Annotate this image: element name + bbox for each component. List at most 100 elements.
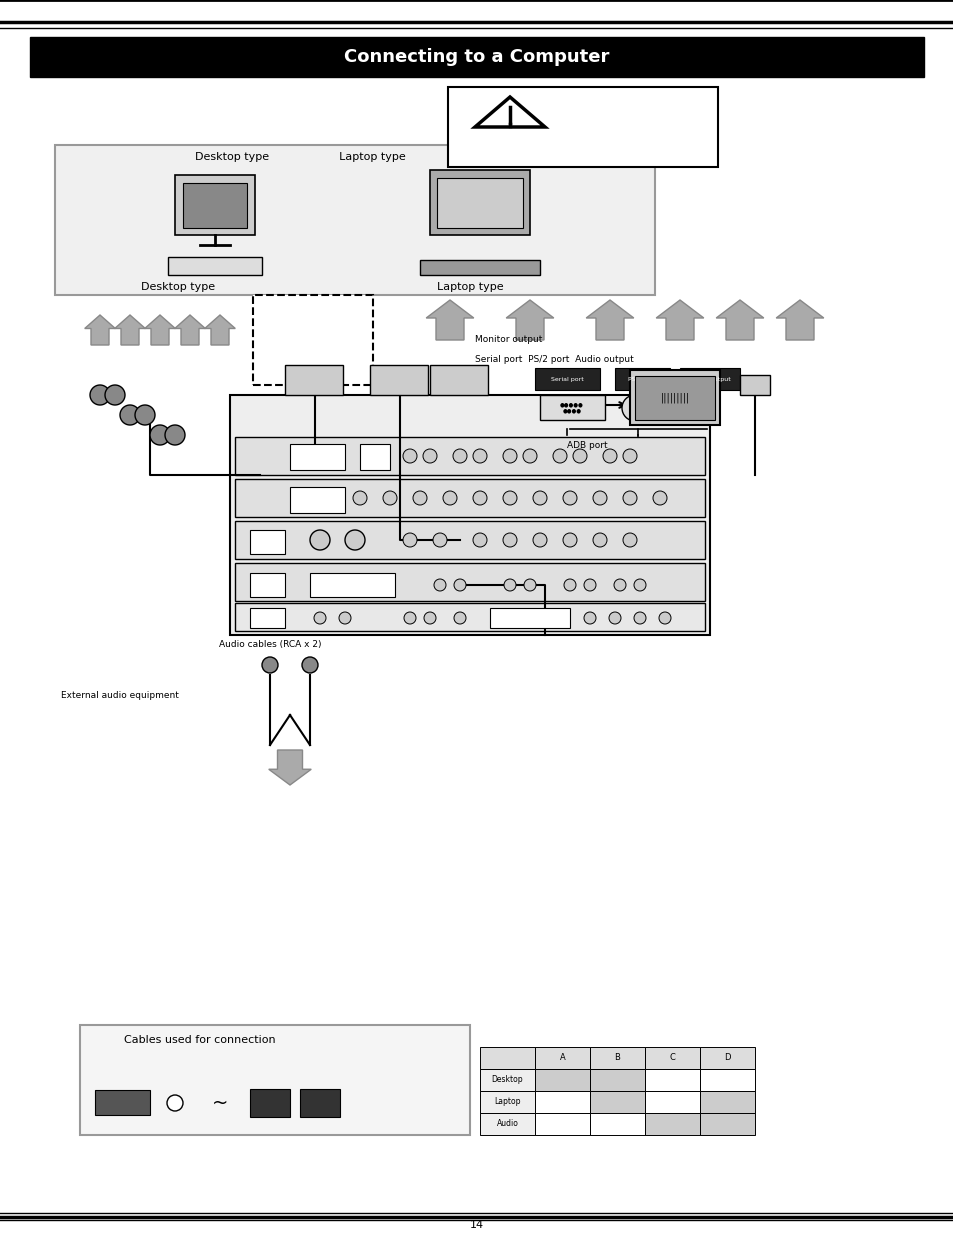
FancyBboxPatch shape: [479, 1047, 535, 1070]
Circle shape: [402, 534, 416, 547]
Text: PS/2 port: PS/2 port: [627, 377, 656, 382]
Polygon shape: [269, 750, 311, 785]
FancyBboxPatch shape: [679, 368, 740, 390]
Circle shape: [167, 1095, 183, 1112]
FancyBboxPatch shape: [535, 1091, 589, 1113]
Circle shape: [105, 385, 125, 405]
Circle shape: [120, 405, 140, 425]
FancyBboxPatch shape: [310, 573, 395, 597]
Circle shape: [621, 395, 647, 421]
FancyBboxPatch shape: [635, 375, 714, 420]
Circle shape: [652, 492, 666, 505]
Circle shape: [593, 534, 606, 547]
Circle shape: [473, 492, 486, 505]
Polygon shape: [85, 315, 115, 345]
Circle shape: [442, 492, 456, 505]
Circle shape: [583, 613, 596, 624]
Circle shape: [135, 405, 154, 425]
FancyBboxPatch shape: [644, 1113, 700, 1135]
FancyBboxPatch shape: [80, 1025, 470, 1135]
Circle shape: [454, 613, 465, 624]
Circle shape: [423, 613, 436, 624]
FancyBboxPatch shape: [535, 368, 599, 390]
Text: Desktop: Desktop: [491, 1076, 523, 1084]
FancyBboxPatch shape: [539, 395, 604, 420]
FancyBboxPatch shape: [448, 86, 718, 167]
Circle shape: [402, 450, 416, 463]
Text: DVI: DVI: [311, 454, 323, 459]
Text: C: C: [669, 1053, 675, 1062]
Circle shape: [422, 450, 436, 463]
FancyBboxPatch shape: [535, 1070, 589, 1091]
Circle shape: [593, 492, 606, 505]
Circle shape: [502, 492, 517, 505]
FancyBboxPatch shape: [290, 487, 345, 513]
Circle shape: [523, 579, 536, 592]
Circle shape: [90, 385, 110, 405]
FancyBboxPatch shape: [479, 1091, 535, 1113]
FancyBboxPatch shape: [234, 603, 704, 631]
Circle shape: [502, 534, 517, 547]
Text: Audio cables (RCA x 2): Audio cables (RCA x 2): [218, 641, 321, 650]
FancyBboxPatch shape: [95, 1091, 150, 1115]
Text: B: B: [614, 1053, 619, 1062]
Circle shape: [533, 492, 546, 505]
FancyBboxPatch shape: [700, 1070, 754, 1091]
FancyBboxPatch shape: [700, 1091, 754, 1113]
FancyBboxPatch shape: [234, 521, 704, 559]
Text: VGA: VGA: [522, 615, 537, 621]
Polygon shape: [426, 300, 474, 340]
FancyBboxPatch shape: [436, 178, 522, 228]
Circle shape: [433, 534, 447, 547]
Polygon shape: [506, 300, 554, 340]
Text: D: D: [723, 1053, 730, 1062]
FancyBboxPatch shape: [644, 1070, 700, 1091]
Text: Connecting to a Computer: Connecting to a Computer: [344, 48, 609, 65]
Text: Cables used for connection: Cables used for connection: [124, 1035, 275, 1045]
Circle shape: [522, 450, 537, 463]
Circle shape: [345, 530, 365, 550]
Circle shape: [473, 450, 486, 463]
Circle shape: [634, 579, 645, 592]
FancyBboxPatch shape: [285, 366, 343, 395]
Circle shape: [165, 425, 185, 445]
FancyBboxPatch shape: [589, 1091, 644, 1113]
Circle shape: [434, 579, 446, 592]
FancyBboxPatch shape: [589, 1113, 644, 1135]
FancyBboxPatch shape: [234, 479, 704, 517]
FancyBboxPatch shape: [250, 573, 285, 597]
Circle shape: [634, 613, 645, 624]
Circle shape: [622, 492, 637, 505]
Circle shape: [533, 534, 546, 547]
FancyBboxPatch shape: [644, 1047, 700, 1070]
Circle shape: [622, 534, 637, 547]
Circle shape: [310, 530, 330, 550]
Text: Serial port: Serial port: [550, 377, 583, 382]
Circle shape: [622, 450, 637, 463]
Circle shape: [302, 657, 317, 673]
FancyBboxPatch shape: [30, 37, 923, 77]
FancyBboxPatch shape: [535, 1113, 589, 1135]
Polygon shape: [776, 300, 823, 340]
FancyBboxPatch shape: [234, 437, 704, 475]
Circle shape: [338, 613, 351, 624]
Circle shape: [473, 534, 486, 547]
FancyBboxPatch shape: [700, 1047, 754, 1070]
Circle shape: [562, 534, 577, 547]
Text: Laptop: Laptop: [494, 1098, 520, 1107]
Text: ●●●●●
●●●●: ●●●●● ●●●●: [559, 403, 583, 414]
Polygon shape: [205, 315, 235, 345]
FancyBboxPatch shape: [479, 1113, 535, 1135]
FancyBboxPatch shape: [430, 366, 488, 395]
Text: ~: ~: [212, 1093, 228, 1113]
Circle shape: [503, 579, 516, 592]
Text: Desktop type: Desktop type: [141, 282, 214, 291]
Bar: [253, 295, 373, 385]
FancyBboxPatch shape: [183, 183, 247, 228]
Polygon shape: [286, 300, 334, 340]
Circle shape: [614, 579, 625, 592]
Circle shape: [602, 450, 617, 463]
FancyBboxPatch shape: [299, 1089, 339, 1116]
FancyBboxPatch shape: [589, 1070, 644, 1091]
Circle shape: [382, 492, 396, 505]
